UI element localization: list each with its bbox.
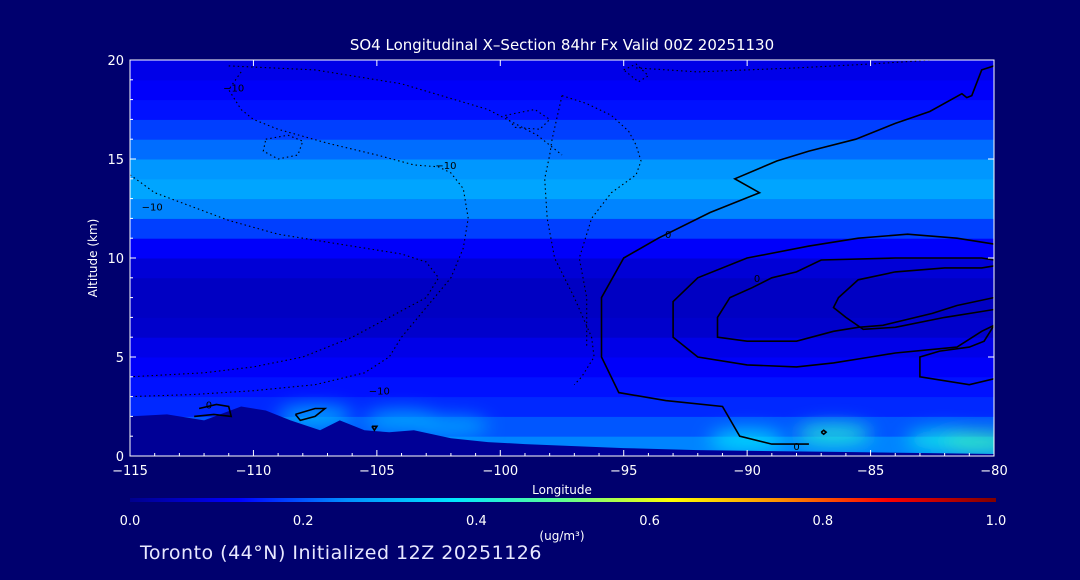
- x-tick-label: −105: [359, 464, 395, 479]
- y-axis-label: Altitude (km): [86, 219, 100, 298]
- contour-label: 0: [206, 401, 212, 412]
- contour-line: [504, 108, 551, 130]
- contour-lines: 0 0 0 −10 −10 −10 −10 0: [130, 60, 994, 453]
- colorbar: [130, 498, 996, 502]
- altitude-band: [130, 178, 994, 200]
- altitude-band: [130, 79, 994, 101]
- altitude-band: [130, 297, 994, 318]
- footer-text: Toronto (44°N) Initialized 12Z 20251126: [140, 542, 542, 564]
- contour-line: [544, 95, 595, 386]
- colorbar-tick-label: 0.0: [120, 514, 141, 529]
- surface-highlights: [277, 406, 994, 453]
- altitude-band: [130, 99, 994, 120]
- surface-highlight: [709, 430, 786, 451]
- contour-line: [371, 425, 379, 432]
- altitude-band: [130, 356, 994, 378]
- x-tick-label: −85: [857, 464, 884, 479]
- contour-line: [262, 134, 304, 160]
- altitude-bands: [130, 60, 994, 456]
- altitude-band: [130, 316, 994, 338]
- contour-line: [130, 174, 440, 378]
- x-axis-ticks: −115 −110 −105 −100 −95 −90 −85 −80: [112, 60, 1008, 479]
- surface-highlight: [943, 432, 994, 453]
- altitude-band: [130, 336, 994, 358]
- surface-highlight: [412, 416, 489, 437]
- contour-line: [636, 60, 933, 73]
- altitude-band: [130, 217, 994, 239]
- contour-label: 0: [665, 230, 671, 241]
- contour-line: [832, 265, 994, 331]
- contour-line: [294, 407, 328, 422]
- contour-label: −10: [369, 387, 390, 398]
- altitude-band: [130, 237, 994, 259]
- x-tick-label: −80: [980, 464, 1007, 479]
- contour-line: [716, 257, 994, 343]
- x-tick-label: −95: [610, 464, 637, 479]
- y-tick-label: 15: [107, 153, 124, 168]
- altitude-band: [130, 158, 994, 180]
- x-tick-label: −100: [482, 464, 518, 479]
- altitude-band: [130, 60, 994, 81]
- terrain: [130, 406, 994, 456]
- contour-label: 0: [793, 442, 799, 453]
- plot-area: 0 0 0 −10 −10 −10 −10 0: [130, 60, 994, 456]
- altitude-band: [130, 198, 994, 219]
- contour-line: [600, 65, 994, 445]
- colorbar-tick-label: 1.0: [986, 514, 1007, 529]
- colorbar-tick-label: 0.2: [293, 514, 314, 529]
- y-tick-label: 5: [116, 351, 124, 366]
- colorbar-tick-label: 0.6: [639, 514, 660, 529]
- contour-label: −10: [142, 203, 163, 214]
- surface-highlight: [795, 424, 872, 445]
- altitude-band: [130, 138, 994, 160]
- y-tick-label: 10: [107, 252, 124, 267]
- colorbar-ticks: 0.0 0.2 0.4 0.6 0.8 1.0: [120, 514, 1007, 529]
- contour-line: [561, 95, 642, 348]
- altitude-band: [130, 118, 994, 140]
- altitude-band: [130, 277, 994, 299]
- altitude-band: [130, 257, 994, 279]
- contour-line: [228, 65, 563, 156]
- x-tick-label: −90: [733, 464, 760, 479]
- x-axis-label: Longitude: [532, 483, 592, 497]
- y-tick-label: 0: [116, 450, 124, 465]
- colorbar-units: (ug/m³): [539, 529, 584, 543]
- chart-title: SO4 Longitudinal X–Section 84hr Fx Valid…: [350, 36, 774, 54]
- y-axis-ticks: 0 5 10 15 20: [107, 54, 994, 465]
- contour-line: [820, 429, 828, 436]
- x-tick-label: −110: [236, 464, 272, 479]
- contour-label: −10: [435, 161, 456, 172]
- contour-line: [672, 233, 994, 368]
- colorbar-tick-label: 0.8: [812, 514, 833, 529]
- altitude-band: [130, 376, 994, 398]
- contour-label: 0: [754, 274, 760, 285]
- x-tick-label: −115: [112, 464, 148, 479]
- colorbar-tick-label: 0.4: [466, 514, 487, 529]
- contour-line: [623, 63, 650, 83]
- y-tick-label: 20: [107, 54, 124, 69]
- contour-label: −10: [223, 84, 244, 95]
- contour-line: [194, 403, 233, 418]
- contour-line: [919, 324, 994, 386]
